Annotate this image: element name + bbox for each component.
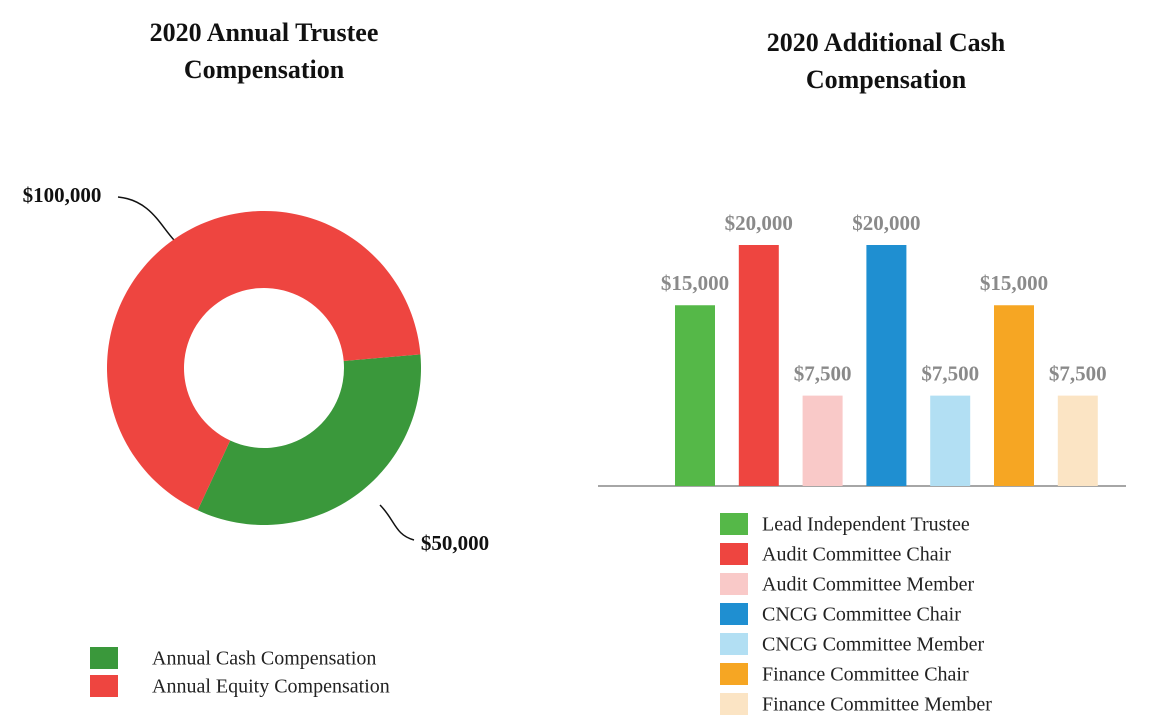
legend-swatch bbox=[720, 543, 748, 565]
chart-title: 2020 Annual Trustee Compensation bbox=[149, 18, 379, 84]
leader-line bbox=[379, 504, 415, 541]
legend-label: Finance Committee Chair bbox=[762, 664, 969, 686]
legend-swatch bbox=[90, 675, 118, 697]
legend-swatch bbox=[720, 603, 748, 625]
data-label: $7,500 bbox=[794, 361, 852, 385]
legend-swatch bbox=[720, 663, 748, 685]
legend-label: CNCG Committee Member bbox=[762, 634, 985, 656]
bar bbox=[866, 245, 907, 486]
legend-label: Audit Committee Chair bbox=[762, 544, 951, 566]
data-label: $7,500 bbox=[1049, 361, 1107, 385]
legend-label: Audit Committee Member bbox=[762, 574, 975, 596]
donut-slice bbox=[107, 211, 421, 511]
legend-swatch bbox=[720, 693, 748, 715]
data-label: $15,000 bbox=[661, 271, 729, 295]
chart-title: 2020 Additional Cash Compensation bbox=[766, 28, 1006, 94]
data-label: $20,000 bbox=[852, 211, 920, 235]
bar bbox=[738, 245, 779, 486]
bar bbox=[802, 395, 843, 486]
data-label: $15,000 bbox=[980, 271, 1048, 295]
legend-label: Lead Independent Trustee bbox=[762, 514, 970, 536]
leader-line bbox=[117, 196, 175, 241]
data-label: $20,000 bbox=[725, 211, 793, 235]
data-label: $100,000 bbox=[23, 183, 102, 207]
legend-label: Finance Committee Member bbox=[762, 694, 992, 715]
bar bbox=[930, 395, 971, 486]
legend-label: CNCG Committee Chair bbox=[762, 604, 961, 626]
bar bbox=[994, 305, 1034, 486]
legend-label: Annual Equity Compensation bbox=[152, 676, 390, 698]
legend-swatch bbox=[720, 513, 748, 535]
data-label: $7,500 bbox=[921, 361, 979, 385]
legend-swatch bbox=[90, 647, 118, 669]
legend-label: Annual Cash Compensation bbox=[152, 648, 376, 670]
bar bbox=[1057, 395, 1098, 486]
legend-swatch bbox=[720, 573, 748, 595]
legend-swatch bbox=[720, 633, 748, 655]
bar bbox=[675, 305, 715, 486]
data-label: $50,000 bbox=[421, 531, 489, 555]
donut-slice bbox=[197, 354, 421, 525]
